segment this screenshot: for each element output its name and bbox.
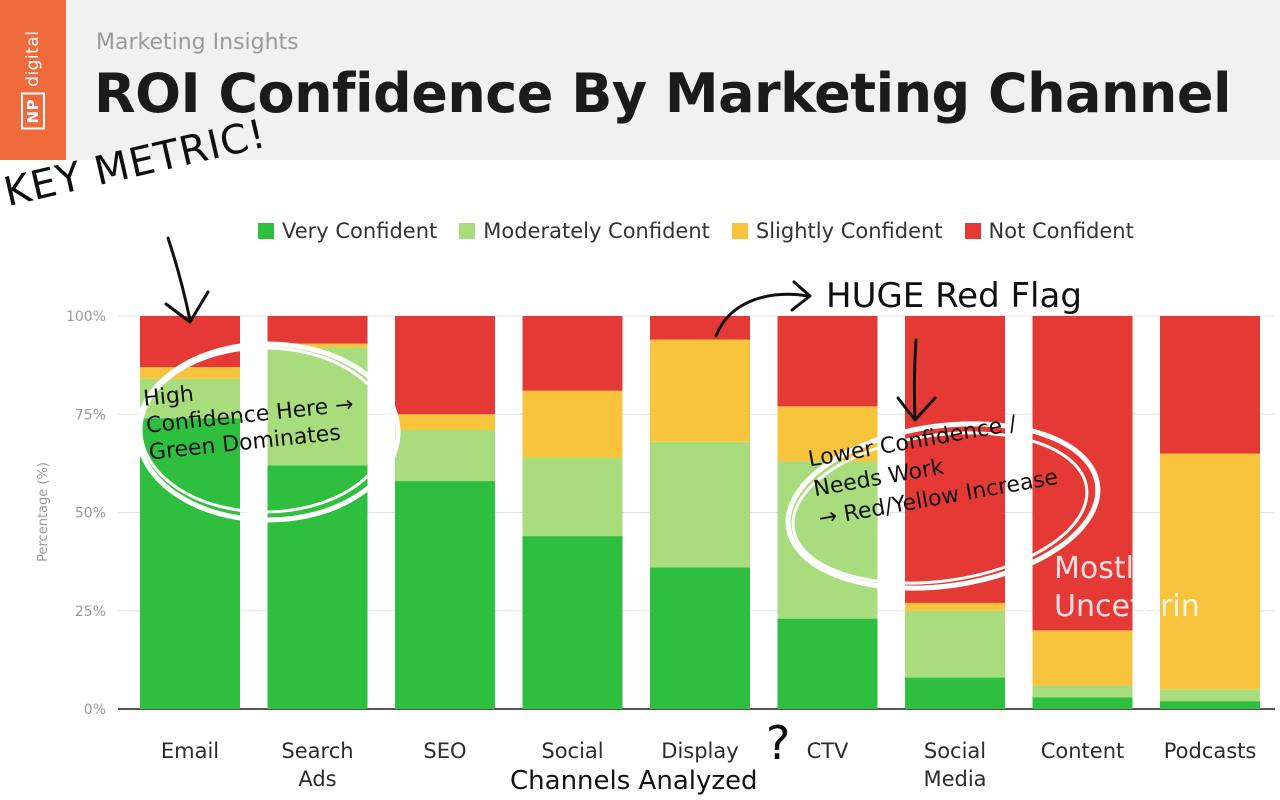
bar-segment: [777, 316, 878, 407]
bar-segment: [267, 343, 368, 348]
bar-segment: [1032, 685, 1133, 698]
y-tick-label: 25%: [75, 604, 106, 620]
legend-item-moderately-confident: Moderately Confident: [459, 219, 710, 243]
bar-segment: [522, 536, 623, 709]
bar-segment: [905, 610, 1005, 678]
x-tick-label: CTV: [807, 739, 849, 763]
bar-segment: [777, 618, 878, 709]
arrow-icon: [714, 292, 810, 338]
highlight-ellipse: [139, 346, 391, 514]
bar-segment: [905, 316, 1005, 603]
arrow-head-icon: [896, 396, 937, 422]
bar-segment: [395, 481, 495, 709]
bar-segment: [140, 418, 240, 709]
legend-swatch: [459, 223, 476, 239]
bar-segment: [1160, 689, 1260, 702]
bar-segment: [650, 339, 750, 442]
arrow-head-icon: [164, 290, 210, 324]
bar-segment: [1160, 316, 1260, 454]
bar-segment: [267, 347, 368, 466]
legend-label: Slightly Confident: [755, 219, 943, 243]
y-tick-label: 0%: [84, 702, 106, 718]
highlight-ellipse: [135, 341, 401, 523]
bar-segment: [1032, 697, 1133, 709]
x-tick-label: Podcasts: [1164, 739, 1257, 763]
x-tick-label: Search Ads: [281, 739, 353, 791]
legend-label: Very Confident: [282, 219, 438, 243]
legend-swatch: [964, 223, 981, 239]
chart-legend: Very Confident Moderately Confident Slig…: [258, 219, 1156, 243]
bar-segment: [1160, 701, 1260, 709]
section-eyebrow: Marketing Insights: [96, 30, 299, 55]
bar-segment: [267, 316, 368, 344]
x-tick-label: Display: [661, 739, 738, 763]
bar-segment: [650, 567, 750, 709]
x-axis-title: Channels Analyzed: [510, 766, 758, 796]
legend-label: Moderately Confident: [483, 219, 710, 243]
header-bar: [0, 0, 1280, 160]
annotation-mostly-uncertain: Mostly Uncetarin: [1054, 551, 1200, 624]
bar-segment: [522, 457, 623, 537]
bar-segment: [395, 414, 495, 430]
legend-item-slightly-confident: Slightly Confident: [731, 219, 943, 243]
bar-segment: [395, 316, 495, 415]
bar-segment: [905, 677, 1005, 709]
bar-segment: [522, 390, 623, 458]
legend-swatch: [731, 223, 748, 239]
arrow-icon: [166, 236, 192, 322]
y-axis-title: Percentage (%): [36, 462, 51, 562]
arrow-icon: [912, 338, 918, 420]
bar-segment: [140, 316, 240, 368]
bars-layer: [140, 316, 1260, 709]
bar-segment: [140, 367, 240, 379]
y-tick-label: 75%: [75, 407, 106, 423]
legend-item-not-confident: Not Confident: [964, 219, 1134, 243]
x-tick-label: Email: [161, 739, 219, 763]
legend-swatch: [258, 223, 274, 239]
annotation-huge-red-flag: HUGE Red Flag: [826, 276, 1082, 316]
highlight-ellipse: [785, 421, 1101, 591]
bar-segment: [395, 429, 495, 482]
arrow-head-icon: [790, 280, 812, 312]
annotation-question-mark: ?: [766, 716, 791, 770]
bar-segment: [522, 316, 623, 391]
highlight-ellipse: [791, 431, 1089, 585]
bar-segment: [1160, 453, 1260, 690]
page-title: ROI Confidence By Marketing Channel: [94, 62, 1232, 125]
legend-item-very-confident: Very Confident: [258, 219, 437, 243]
bar-segment: [267, 465, 368, 709]
bar-segment: [777, 406, 878, 462]
y-tick-label: 50%: [75, 506, 106, 522]
legend-label: Not Confident: [988, 219, 1134, 243]
x-tick-label: Content: [1041, 739, 1125, 763]
bar-segment: [1032, 630, 1133, 686]
y-tick-label: 100%: [66, 309, 106, 325]
x-tick-label: Social: [541, 739, 603, 763]
bar-segment: [650, 441, 750, 568]
brand-logo[interactable]: NP digital: [0, 0, 66, 160]
annotation-overlay: [135, 236, 1101, 591]
x-tick-label: Social Media: [923, 739, 986, 791]
bar-segment: [905, 602, 1005, 611]
x-tick-label: SEO: [423, 739, 466, 763]
bar-segment: [650, 316, 750, 340]
